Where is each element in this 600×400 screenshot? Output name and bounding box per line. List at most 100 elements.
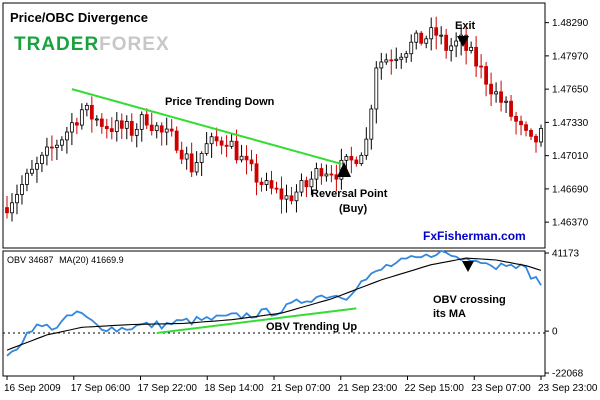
candle	[89, 96, 94, 133]
candle-body	[15, 194, 19, 204]
candle	[369, 104, 374, 150]
candle-body	[109, 128, 114, 132]
candle	[379, 52, 384, 80]
price-y-tick-label: 1.47330	[552, 118, 589, 129]
watermark: FxFisherman.com	[423, 229, 526, 243]
candle-body	[469, 46, 474, 51]
obv-ma-label: MA(20) 41669.9	[59, 255, 124, 265]
candle-body	[134, 128, 139, 136]
chart-title: Price/OBC Divergence	[10, 10, 148, 25]
candle-body	[529, 129, 533, 137]
candle	[30, 159, 34, 177]
annotation-buy: (Buy)	[339, 203, 367, 215]
annotation-obv-crossing: OBV crossing	[433, 294, 506, 306]
candle-body	[454, 40, 459, 47]
candle	[264, 172, 269, 192]
candle	[279, 176, 284, 214]
price-y-tick-label: 1.47650	[552, 85, 589, 96]
candle-body	[229, 140, 234, 147]
candle-body	[154, 125, 159, 132]
candle-body	[414, 32, 419, 43]
candle-body	[174, 130, 179, 151]
candle	[434, 16, 439, 50]
x-tick-label: 23 Sep 23:00	[538, 383, 598, 394]
candle	[534, 134, 538, 153]
candle-body	[449, 45, 454, 51]
candle-body	[189, 153, 194, 173]
candle-body	[429, 27, 434, 40]
candle	[214, 127, 219, 147]
candle-body	[35, 163, 39, 170]
candle	[25, 168, 29, 192]
candle-body	[79, 109, 84, 126]
logo-left: TRADER	[14, 34, 99, 55]
candle	[289, 186, 294, 205]
candle	[50, 135, 54, 161]
candle-body	[169, 128, 174, 132]
candle-body	[10, 202, 14, 214]
candle	[429, 17, 434, 51]
candle-body	[45, 146, 49, 156]
candle-body	[20, 184, 24, 195]
candle	[529, 128, 533, 141]
candle	[10, 193, 14, 222]
candle-body	[299, 180, 304, 193]
candle	[224, 135, 229, 158]
candle	[124, 115, 129, 140]
candle	[309, 171, 314, 196]
candle	[194, 151, 199, 176]
candle	[209, 132, 214, 158]
candle-body	[40, 154, 44, 165]
candle-body	[404, 53, 409, 58]
candle-body	[514, 115, 518, 122]
logo-right: FOREX	[99, 34, 169, 55]
candle-body	[84, 104, 89, 111]
x-tick-label: 21 Sep 23:00	[338, 383, 398, 394]
candle	[474, 36, 479, 78]
candle-body	[239, 155, 244, 161]
price-y-axis: 1.48290 1.47970 1.47650 1.47330 1.47010 1.466…	[545, 18, 589, 229]
candle-body	[99, 118, 104, 127]
candle-body	[349, 156, 354, 161]
candle-body	[379, 61, 384, 69]
candle-body	[64, 131, 69, 141]
candle	[139, 111, 144, 142]
obv-y-tick-label: -22068	[552, 369, 584, 380]
candle-body	[139, 114, 144, 130]
candle-body	[144, 114, 149, 126]
candle-body	[484, 66, 489, 85]
candle-body	[55, 144, 59, 148]
candle-body	[494, 91, 498, 95]
candle	[299, 173, 304, 197]
annotation-its-ma: its MA	[433, 308, 466, 320]
candle-body	[369, 108, 374, 140]
candle-body	[389, 59, 394, 62]
candle	[359, 152, 364, 166]
obv-header-label: OBV 34687 MA(20) 41669.9	[7, 255, 124, 265]
candle-body	[394, 58, 399, 61]
price-candles	[5, 16, 543, 222]
candle	[479, 54, 484, 79]
candle	[189, 142, 194, 177]
candle-body	[489, 83, 493, 95]
candle-body	[374, 67, 379, 110]
candle-body	[324, 173, 329, 177]
candle	[389, 49, 394, 75]
price-y-tick-label: 1.47970	[552, 51, 589, 62]
candle-body	[424, 38, 429, 44]
candle	[469, 41, 474, 54]
annotation-exit: Exit	[455, 20, 476, 32]
candle-body	[524, 124, 528, 131]
candle-body	[439, 34, 444, 37]
candle-body	[129, 121, 134, 136]
candle	[154, 122, 159, 139]
candle	[354, 156, 359, 167]
candle-body	[444, 34, 449, 51]
x-tick-label: 17 Sep 06:00	[71, 383, 131, 394]
candle-body	[94, 118, 99, 121]
candle	[314, 162, 319, 191]
annotation-price-trending-down: Price Trending Down	[165, 96, 275, 108]
x-axis: 16 Sep 2009 17 Sep 06:00 17 Sep 22:00 18 Se…	[4, 376, 598, 394]
candle-body	[124, 121, 129, 129]
